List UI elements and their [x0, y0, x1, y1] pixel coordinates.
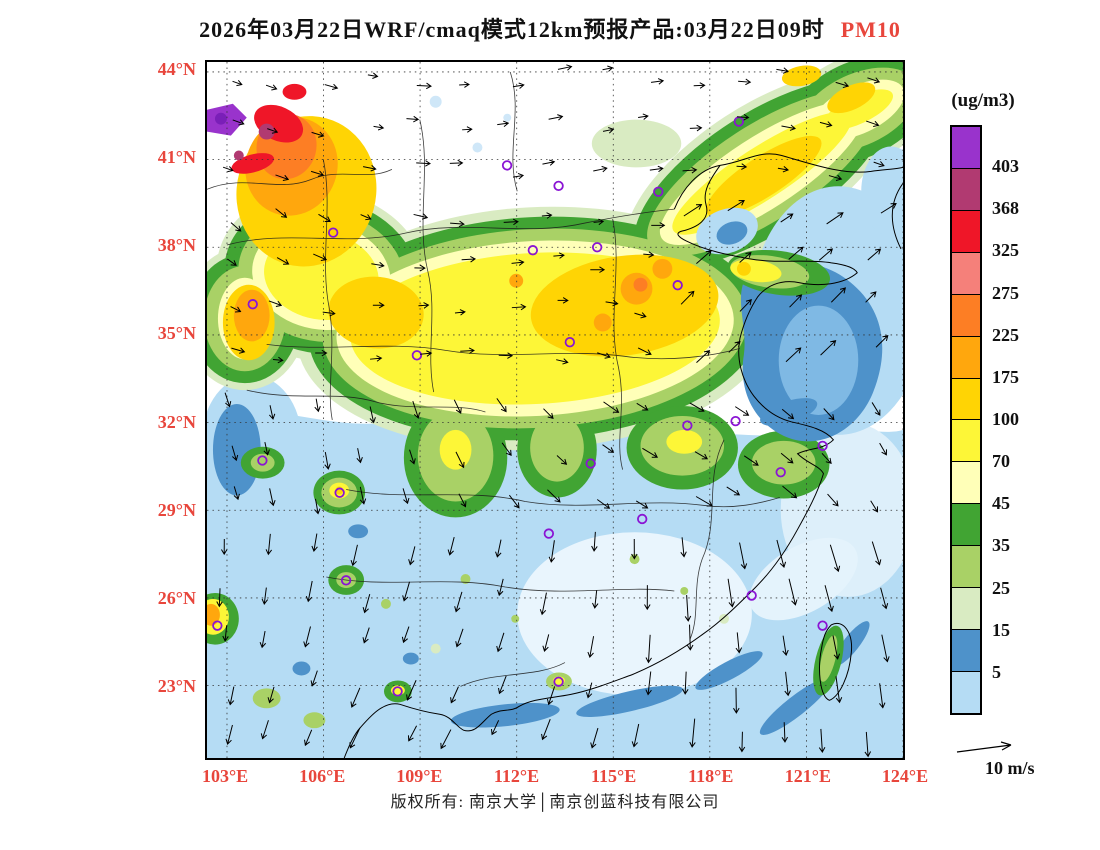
legend-level-label: 368	[992, 198, 1019, 219]
legend-color-box	[952, 293, 980, 336]
legend-level-label: 25	[992, 577, 1010, 598]
coast-and-province-boundaries	[207, 71, 903, 758]
y-axis-tick-label: 26°N	[157, 587, 196, 608]
x-axis-tick-label: 115°E	[590, 766, 637, 786]
city-markers	[212, 116, 828, 697]
legend-color-box	[952, 127, 980, 168]
station-marker	[328, 227, 339, 238]
station-marker	[653, 186, 664, 197]
legend-level-label: 45	[992, 493, 1010, 514]
wind-reference-label: 10 m/s	[985, 758, 1035, 778]
pm10-map-svg	[207, 62, 903, 758]
legend-unit-label: (ug/m3)	[951, 90, 1015, 111]
station-marker	[591, 242, 603, 253]
y-axis-tick-label: 35°N	[157, 323, 196, 344]
legend-level-label: 403	[992, 156, 1019, 177]
pollutant-label: PM10	[840, 17, 901, 42]
legend-level-label: 275	[992, 282, 1019, 303]
y-axis-tick-label: 41°N	[157, 147, 196, 168]
station-marker	[553, 676, 564, 687]
station-marker	[334, 487, 345, 498]
station-marker	[817, 440, 828, 452]
station-marker	[672, 280, 683, 291]
station-marker	[212, 620, 223, 631]
legend-color-box	[952, 335, 980, 378]
legend-color-box	[952, 419, 980, 462]
legend-level-label: 35	[992, 535, 1010, 556]
x-axis-tick-label: 118°E	[688, 766, 734, 786]
legend-color-box	[952, 377, 980, 420]
x-axis-tick-label: 109°E	[396, 766, 443, 786]
title-text: 2026年03月22日WRF/cmaq模式12km预报产品:03月22日09时	[199, 17, 825, 42]
legend-color-box	[952, 587, 980, 630]
station-marker	[585, 458, 596, 469]
station-marker	[392, 686, 403, 697]
pm10-concentration-field	[207, 62, 903, 758]
x-axis-tick-label: 112°E	[493, 766, 540, 786]
legend-color-box	[952, 251, 980, 294]
station-marker	[257, 455, 268, 466]
page-title: 2026年03月22日WRF/cmaq模式12km预报产品:03月22日09时 P…	[0, 12, 1100, 44]
station-marker	[501, 160, 513, 171]
x-axis-tick-label: 106°E	[299, 766, 346, 786]
legend-level-label: 70	[992, 451, 1010, 472]
station-marker	[340, 575, 352, 586]
station-marker	[543, 528, 555, 539]
legend-level-label: 100	[992, 409, 1019, 429]
y-axis-tick-label: 29°N	[157, 499, 196, 520]
legend-color-box	[952, 503, 980, 546]
x-axis-tick-label: 103°E	[201, 766, 249, 786]
y-axis-tick-label: 23°N	[157, 676, 196, 697]
legend-level-label: 325	[992, 240, 1019, 261]
y-axis-tick-label: 38°N	[157, 235, 196, 256]
station-marker	[564, 337, 575, 348]
legend-color-box	[952, 670, 980, 713]
wind-vectors	[216, 64, 897, 758]
station-marker	[817, 620, 828, 631]
legend-color-box	[952, 629, 980, 671]
y-axis-tick-label: 32°N	[157, 411, 196, 432]
legend-level-label: 5	[992, 661, 1001, 682]
station-marker	[553, 180, 564, 192]
copyright-text: 版权所有: 南京大学│南京创蓝科技有限公司	[390, 794, 720, 811]
x-axis-tick-label: 124°E	[881, 766, 929, 786]
reference-arrow-icon	[956, 741, 1012, 753]
legend-level-label: 225	[992, 324, 1019, 345]
station-marker	[775, 467, 786, 478]
color-scale-bar	[950, 125, 982, 715]
legend-level-label: 15	[992, 619, 1010, 640]
legend-color-box	[952, 545, 980, 588]
station-marker	[637, 513, 648, 525]
legend-color-box	[952, 461, 980, 504]
station-marker	[746, 590, 757, 601]
station-marker	[730, 415, 741, 427]
station-marker	[411, 350, 423, 361]
legend-color-box	[952, 167, 980, 210]
map-plot-area	[205, 60, 905, 760]
station-marker	[527, 245, 538, 256]
station-marker	[682, 420, 693, 431]
wind-reference: 10 m/s	[945, 736, 1085, 781]
y-axis-tick-label: 44°N	[157, 58, 196, 79]
legend-level-label: 175	[992, 366, 1019, 387]
legend-color-box	[952, 209, 980, 252]
station-marker	[247, 299, 258, 310]
x-axis-tick-label: 121°E	[784, 766, 831, 786]
